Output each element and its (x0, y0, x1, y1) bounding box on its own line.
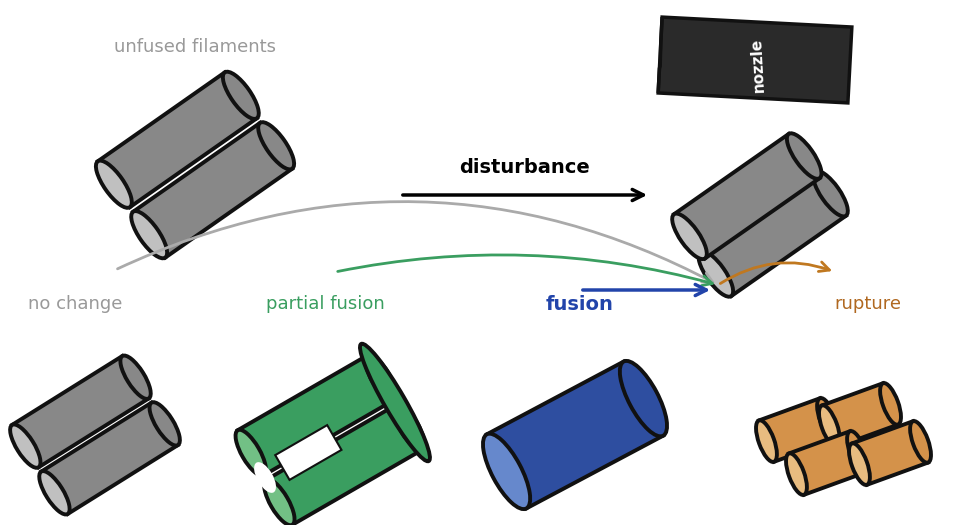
Ellipse shape (620, 361, 667, 436)
Ellipse shape (258, 122, 294, 170)
Polygon shape (98, 72, 256, 207)
Polygon shape (658, 17, 852, 103)
Ellipse shape (149, 402, 179, 446)
Ellipse shape (132, 211, 167, 258)
Ellipse shape (10, 424, 41, 468)
Polygon shape (674, 134, 820, 258)
Ellipse shape (817, 398, 838, 440)
Polygon shape (134, 123, 292, 258)
Ellipse shape (236, 430, 266, 476)
Ellipse shape (819, 405, 839, 447)
Polygon shape (238, 355, 394, 475)
Text: disturbance: disturbance (459, 158, 591, 177)
Polygon shape (41, 403, 178, 514)
Polygon shape (822, 383, 898, 447)
Ellipse shape (672, 214, 707, 259)
Polygon shape (12, 356, 149, 467)
Ellipse shape (394, 404, 424, 450)
Text: unfused filaments: unfused filaments (114, 38, 276, 56)
Polygon shape (852, 421, 928, 485)
Ellipse shape (96, 161, 132, 208)
Ellipse shape (756, 421, 777, 462)
Polygon shape (266, 405, 422, 525)
Ellipse shape (483, 434, 530, 509)
Ellipse shape (786, 453, 807, 495)
Ellipse shape (254, 462, 276, 493)
Text: nozzle: nozzle (749, 37, 767, 92)
Ellipse shape (360, 344, 430, 461)
Ellipse shape (120, 355, 151, 399)
Ellipse shape (880, 383, 901, 425)
Ellipse shape (910, 421, 931, 463)
Polygon shape (700, 172, 846, 296)
Text: partial fusion: partial fusion (265, 295, 384, 313)
Ellipse shape (366, 355, 396, 401)
Polygon shape (759, 398, 835, 462)
Text: fusion: fusion (546, 295, 614, 314)
Ellipse shape (787, 133, 822, 179)
Ellipse shape (264, 479, 294, 525)
Text: no change: no change (28, 295, 122, 313)
Polygon shape (789, 431, 865, 495)
Ellipse shape (813, 171, 848, 216)
Polygon shape (487, 362, 663, 509)
Ellipse shape (698, 251, 733, 297)
Ellipse shape (223, 72, 258, 119)
Ellipse shape (39, 471, 69, 514)
Polygon shape (275, 425, 341, 480)
Ellipse shape (847, 431, 868, 472)
Ellipse shape (849, 443, 870, 485)
Text: rupture: rupture (835, 295, 902, 313)
